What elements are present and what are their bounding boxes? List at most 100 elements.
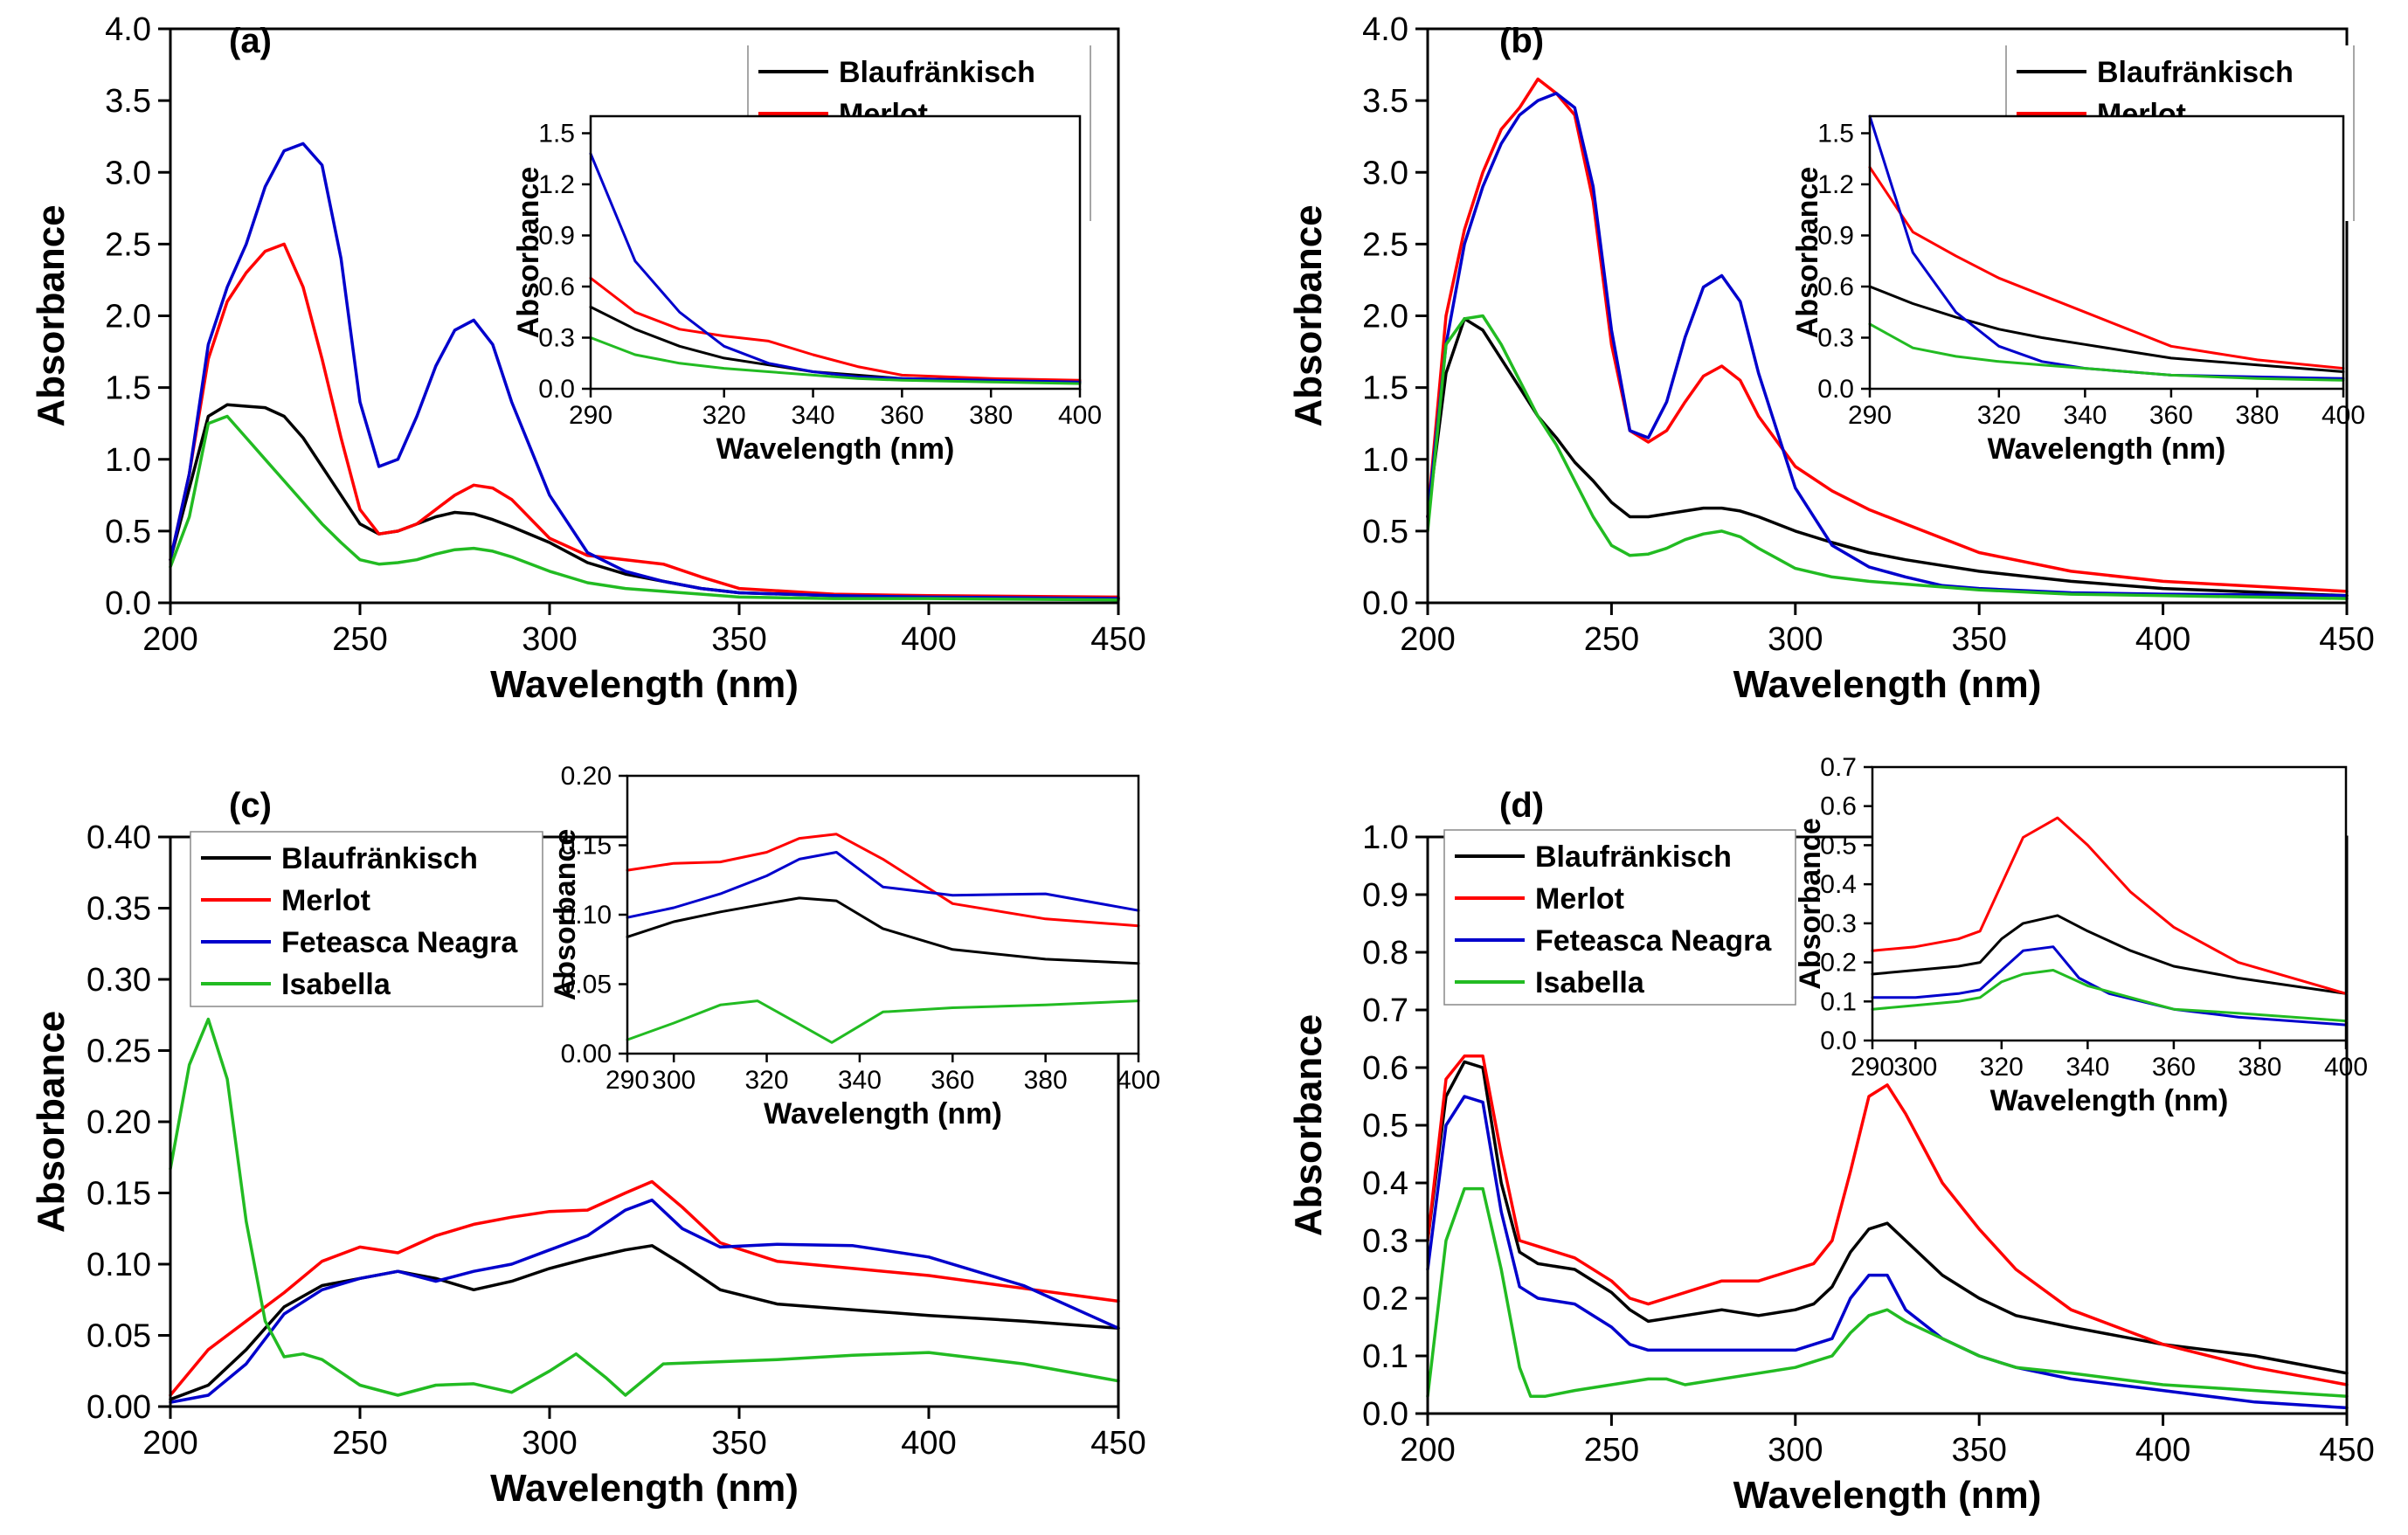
inset-series-line-blaufr-nkisch [626,896,1140,965]
y-tick-label: 1.0 [1362,442,1408,479]
y-tick-label: 0.9 [1362,877,1408,914]
x-tick-label: 250 [332,1425,387,1462]
inset-x-tick-label: 290 [569,401,612,430]
y-tick-label: 0.00 [86,1389,151,1426]
inset-y-tick-label: 0.1 [1820,987,1857,1016]
x-axis-title: Wavelength (nm) [490,1467,799,1510]
inset-y-tick-label: 0.0 [1820,1027,1857,1055]
y-tick-label: 0.7 [1362,992,1408,1029]
inset-x-axis-title: Wavelength (nm) [1988,432,2226,466]
series-line-merlot [1426,77,2349,593]
x-tick-label: 450 [2319,621,2374,658]
y-tick-label: 1.0 [105,442,151,479]
legend-entry-label: Isabella [281,968,391,1001]
panel-label: (a) [229,22,272,60]
y-tick-label: 2.5 [105,226,151,263]
legend-box [190,831,543,1007]
y-tick-label: 2.5 [1362,226,1408,263]
y-axis-title: Absorbance [30,204,73,426]
x-tick-label: 250 [332,621,387,658]
inset-x-tick-label: 290 [1851,1053,1894,1082]
x-tick-label: 250 [1584,621,1639,658]
series-line-feteasca-neagra [169,142,1120,600]
y-tick-label: 4.0 [1362,11,1408,48]
x-tick-label: 400 [901,1425,956,1462]
y-tick-label: 0.8 [1362,935,1408,971]
inset-series-line-isabella [1868,322,2345,382]
series-line-merlot [169,1179,1120,1397]
series-line-merlot [1426,1054,2349,1386]
series-line-blaufr-nkisch [169,1244,1120,1401]
series-line-blaufr-nkisch [1426,1060,2349,1375]
series-line-isabella [1426,314,2349,600]
x-tick-label: 250 [1584,1432,1639,1469]
inset-x-axis-title: Wavelength (nm) [1990,1084,2229,1117]
inset-x-tick-label: 400 [1117,1066,1160,1095]
y-tick-label: 0.0 [1362,1396,1408,1433]
inset-x-tick-label: 300 [652,1066,695,1095]
inset-x-tick-label: 320 [1980,1053,2024,1082]
inset-x-tick-label: 340 [792,401,835,430]
inset-y-tick-label: 0.3 [1820,909,1857,938]
y-tick-label: 0.1 [1362,1338,1408,1375]
legend-entry-label: Feteasca Neagra [281,926,518,959]
x-tick-label: 450 [2319,1432,2374,1469]
inset-plot-frame [1871,765,2348,1042]
inset-x-tick-label: 380 [969,401,1013,430]
series-line-blaufr-nkisch [169,403,1120,600]
x-tick-label: 400 [2135,621,2190,658]
inset-x-tick-label: 340 [838,1066,882,1095]
inset-x-tick-label: 300 [1893,1053,1937,1082]
inset-y-tick-label: 0.6 [1817,273,1854,301]
x-tick-label: 400 [901,621,956,658]
series-line-isabella [1426,1186,2349,1398]
y-tick-label: 0.0 [1362,585,1408,622]
inset-y-tick-label: 0.6 [538,273,575,301]
y-tick-label: 2.0 [1362,299,1408,335]
chart-panel-a: 200 250 300 350 400 450 0.0 0.5 1.0 1.5 2.0 2.5 3.0 3… [30,11,1146,706]
inset-chart: 290 320 340 360 380 400 0.0 0.3 0.6 0.9 1.2 1.5 Wave… [1791,114,2365,466]
legend-entry-label: Blaufränkisch [1535,840,1732,874]
inset-x-axis-title: Wavelength (nm) [716,432,955,466]
x-tick-label: 200 [1400,621,1455,658]
series-line-feteasca-neagra [1426,1095,2349,1410]
inset-series-line-merlot [589,276,1082,382]
inset-plot-frame [589,114,1082,391]
legend-box [1443,829,1796,1006]
inset-y-tick-label: 0.9 [538,222,575,251]
inset-y-tick-label: 0.5 [1820,831,1857,860]
legend-entry-label: Merlot [1535,882,1624,916]
x-tick-label: 450 [1090,1425,1145,1462]
inset-y-tick-label: 0.6 [1820,792,1857,821]
inset-y-tick-label: 0.00 [561,1040,612,1068]
inset-x-tick-label: 400 [2322,401,2365,430]
series-line-feteasca-neagra [169,1198,1120,1404]
inset-y-tick-label: 1.5 [538,120,575,149]
inset-series-line-isabella [589,336,1082,385]
x-axis-title: Wavelength (nm) [490,663,799,706]
inset-background [591,116,1080,389]
chart-panel-d: 200 250 300 350 400 450 0.0 0.1 0.2 0.3 0.4 0.5 0.6 0… [1287,753,2375,1517]
y-tick-label: 0.10 [86,1247,151,1283]
y-axis-title: Absorbance [1287,204,1330,426]
inset-x-tick-label: 290 [1848,401,1892,430]
x-tick-label: 450 [1090,621,1145,658]
inset-series-line-blaufr-nkisch [1868,285,2345,373]
series-line-isabella [169,414,1120,602]
inset-y-tick-label: 0.3 [1817,324,1854,353]
inset-x-tick-label: 360 [2149,401,2193,430]
y-tick-label: 1.0 [1362,819,1408,856]
series-line-blaufr-nkisch [1426,317,2349,598]
x-tick-label: 400 [2135,1432,2190,1469]
y-tick-label: 0.5 [1362,514,1408,550]
inset-series-line-merlot [626,833,1140,928]
x-tick-label: 200 [142,1425,197,1462]
y-axis-title: Absorbance [1287,1014,1330,1236]
chart-panel-b: 200 250 300 350 400 450 0.0 0.5 1.0 1.5 2.0 2.5 3.0 3… [1287,11,2375,706]
x-axis-title: Wavelength (nm) [1733,663,2042,706]
inset-x-tick-label: 340 [2065,1053,2109,1082]
legend-entry-label: Blaufränkisch [281,842,478,875]
y-tick-label: 0.20 [86,1104,151,1141]
x-tick-label: 350 [1951,621,2006,658]
inset-y-tick-label: 0.20 [561,762,612,791]
